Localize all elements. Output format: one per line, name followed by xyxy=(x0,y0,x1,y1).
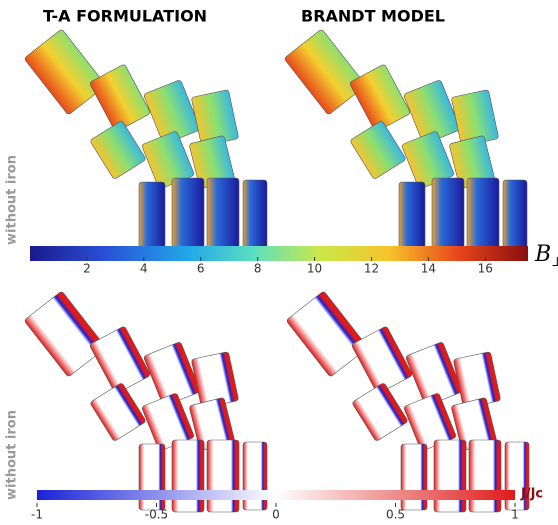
coil-block xyxy=(89,326,151,394)
coil-block xyxy=(24,29,106,115)
coil-blocks xyxy=(24,29,530,513)
colorbar-tick-label: 14 xyxy=(421,262,436,276)
coil-block xyxy=(171,439,205,513)
coil-block xyxy=(143,342,201,406)
coil-block xyxy=(242,179,268,249)
coil-block xyxy=(400,443,428,511)
row-label: without iron xyxy=(5,155,20,245)
coil-block xyxy=(90,383,146,441)
coil-block xyxy=(206,439,240,513)
colorbar-tick-label: 4 xyxy=(140,262,148,276)
colorbar-tick-label: 0 xyxy=(272,508,280,522)
coil-block xyxy=(431,177,465,251)
coil-block xyxy=(502,179,528,249)
coil-block xyxy=(90,121,146,179)
colorbar-tick-label: 2 xyxy=(83,262,91,276)
coil-block xyxy=(138,181,166,249)
colorbar-tick-label: -1 xyxy=(31,508,43,522)
colorbar xyxy=(30,246,528,261)
colorbar-tick-label: 12 xyxy=(364,262,379,276)
colorbar xyxy=(37,490,515,500)
coil-block xyxy=(351,326,413,394)
coil-block xyxy=(466,177,500,251)
coil-block xyxy=(206,177,240,251)
panel-title: BRANDT MODEL xyxy=(301,7,445,26)
coil-block xyxy=(138,443,166,511)
coil-block xyxy=(286,291,368,377)
colorbar-label: J/Jc xyxy=(520,487,543,502)
panel-title: T-A FORMULATION xyxy=(43,7,207,26)
coil-block xyxy=(24,291,106,377)
coil-block xyxy=(171,177,205,251)
row-label: without iron xyxy=(5,410,20,500)
colorbar-tick-label: 8 xyxy=(254,262,262,276)
coil-block xyxy=(143,80,201,144)
coil-block xyxy=(350,121,406,179)
coil-block xyxy=(405,342,463,406)
coil-block xyxy=(349,64,411,132)
coil-block xyxy=(468,439,502,513)
colorbar-label: B⊥ xyxy=(534,242,558,270)
coil-block xyxy=(89,64,151,132)
colorbar-tick-label: 1 xyxy=(511,508,519,522)
colorbar-tick-label: 16 xyxy=(478,262,493,276)
coil-block xyxy=(403,80,461,144)
coil-block xyxy=(352,383,408,441)
colorbar-tick-label: 0.5 xyxy=(386,508,405,522)
colorbar-tick-label: -0.5 xyxy=(145,508,168,522)
colorbar-tick-label: 10 xyxy=(307,262,322,276)
coil-block xyxy=(284,29,366,115)
colorbar-tick-label: 6 xyxy=(197,262,205,276)
coil-block xyxy=(398,181,426,249)
coil-block xyxy=(433,439,467,513)
